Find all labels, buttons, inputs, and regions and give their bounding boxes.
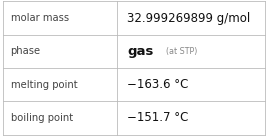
Text: −163.6 °C: −163.6 °C — [128, 78, 189, 91]
Text: gas: gas — [128, 45, 154, 58]
Text: −151.7 °C: −151.7 °C — [128, 112, 189, 124]
Text: melting point: melting point — [10, 80, 77, 90]
Text: (at STP): (at STP) — [166, 47, 198, 56]
Text: 32.999269899 g/mol: 32.999269899 g/mol — [128, 12, 251, 24]
Text: molar mass: molar mass — [10, 13, 69, 23]
Text: boiling point: boiling point — [10, 113, 73, 123]
Text: phase: phase — [10, 46, 41, 56]
